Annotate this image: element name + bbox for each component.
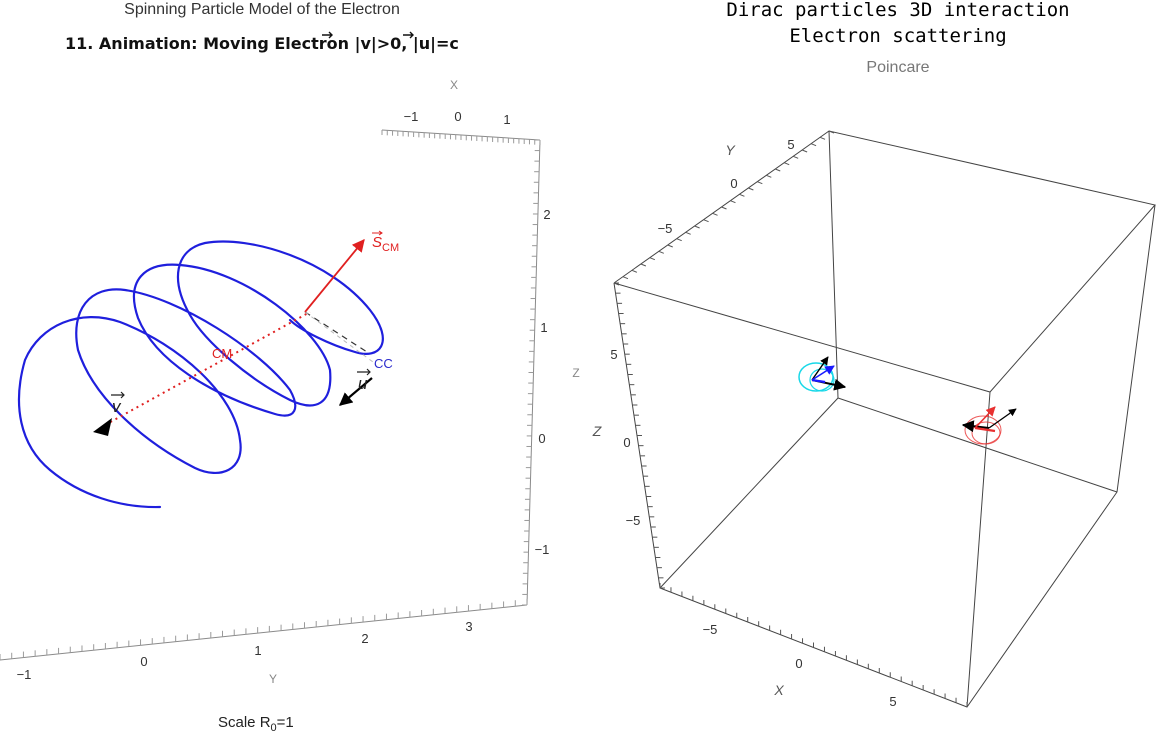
left-y-axis-label: Y xyxy=(269,672,277,686)
left-z-tick: 2 xyxy=(543,207,550,222)
particle-1-spin-arrow xyxy=(811,365,835,381)
particle-2-spin-arrow xyxy=(974,406,996,429)
scale-label: Scale R0=1 xyxy=(218,714,294,732)
particle-1-spin-arrow-2 xyxy=(811,378,826,384)
u-label: u xyxy=(358,374,368,393)
minor-tick xyxy=(622,276,629,280)
electron-helix-trajectory xyxy=(17,240,384,509)
subtitle-u-arrow xyxy=(403,31,414,39)
right-y-axis-label: Y xyxy=(725,142,736,158)
left-subtitle: 11. Animation: Moving Electron |v|>0, |u… xyxy=(65,34,459,54)
spin-vector-label-arrow xyxy=(372,230,383,236)
right-y-tick: −5 xyxy=(658,221,673,236)
right-minor-ticks xyxy=(613,130,968,707)
particle-2 xyxy=(961,406,1017,445)
right-z-tick: −5 xyxy=(626,513,641,528)
minor-tick xyxy=(792,155,799,159)
minor-tick xyxy=(685,231,691,235)
left-y-tick: 2 xyxy=(361,631,368,646)
right-title-line2: Electron scattering xyxy=(789,25,1006,47)
cm-label: CM xyxy=(212,346,232,361)
minor-tick xyxy=(757,181,763,185)
minor-tick xyxy=(828,130,835,134)
minor-tick xyxy=(703,219,709,223)
box-front-edges xyxy=(613,204,1156,708)
v-label: v xyxy=(112,397,122,416)
right-title-line1: Dirac particles 3D interaction xyxy=(726,0,1069,21)
minor-tick xyxy=(712,212,718,216)
subtitle-v-arrow xyxy=(322,31,333,39)
box-inner-edge xyxy=(659,397,839,589)
right-y-tick: 5 xyxy=(787,137,794,152)
left-panel: Spinning Particle Model of the Electron … xyxy=(0,1,580,732)
left-z-axis-label: Z xyxy=(572,366,579,380)
left-bottom-edge xyxy=(0,604,528,661)
particle-1-velocity-arrow xyxy=(811,356,829,381)
minor-tick xyxy=(766,174,772,178)
u-label-arrow xyxy=(357,368,371,376)
minor-tick xyxy=(694,225,700,229)
cc-label: CC xyxy=(374,356,393,371)
left-y-tick: 1 xyxy=(254,643,261,658)
v-velocity-arrowhead xyxy=(93,418,112,436)
minor-tick xyxy=(649,257,656,261)
right-3d-box xyxy=(613,130,1156,708)
minor-tick xyxy=(784,162,790,166)
left-title: Spinning Particle Model of the Electron xyxy=(124,1,400,18)
left-x-axis-label: X xyxy=(450,78,458,92)
left-z-tick: −1 xyxy=(535,542,550,557)
right-x-tick: 0 xyxy=(795,656,802,671)
left-x-tick: 1 xyxy=(503,112,510,127)
minor-tick xyxy=(748,187,754,191)
right-z-axis-label: Z xyxy=(592,423,602,439)
particle-2-velocity-arrow xyxy=(988,408,1017,429)
v-label-arrow xyxy=(111,391,125,399)
minor-tick xyxy=(739,193,745,197)
particle-1 xyxy=(798,356,847,392)
left-x-tick: 0 xyxy=(454,109,461,124)
cc-connector-dashed-2 xyxy=(304,311,374,363)
left-subtitle-u: u xyxy=(419,34,430,53)
left-z-tick: 1 xyxy=(540,320,547,335)
minor-tick xyxy=(640,263,647,267)
minor-tick xyxy=(775,168,781,172)
left-z-tick: 0 xyxy=(538,431,545,446)
minor-tick xyxy=(801,149,808,153)
minor-tick xyxy=(667,244,673,248)
left-axes xyxy=(0,129,541,661)
right-z-tick: 0 xyxy=(623,435,630,450)
spin-vector-label: SCM xyxy=(372,234,399,254)
u-velocity-arrow xyxy=(338,377,373,406)
right-x-axis-label: X xyxy=(773,682,784,698)
cc-connector-dashed xyxy=(304,311,368,353)
left-y-tick: 3 xyxy=(465,619,472,634)
right-z-tick: 5 xyxy=(610,347,617,362)
right-subtitle: Poincare xyxy=(866,59,929,76)
minor-tick xyxy=(676,238,682,242)
right-panel: Dirac particles 3D interaction Electron … xyxy=(592,0,1156,709)
particle-2-spin-arrow-2 xyxy=(974,426,996,433)
left-minor-ticks xyxy=(0,130,541,660)
left-subtitle-v: v xyxy=(360,34,371,53)
left-subtitle-prefix: 11. Animation: Moving Electron | xyxy=(65,34,360,54)
minor-tick xyxy=(810,143,817,147)
right-x-tick: −5 xyxy=(703,622,718,637)
minor-tick xyxy=(658,250,664,254)
minor-tick xyxy=(730,200,736,204)
minor-tick xyxy=(721,206,727,210)
left-y-tick: −1 xyxy=(17,667,32,682)
minor-tick xyxy=(631,269,638,273)
left-subtitle-mid: |>0, | xyxy=(371,34,419,54)
right-x-tick: 5 xyxy=(889,694,896,709)
right-y-tick: 0 xyxy=(730,176,737,191)
minor-tick xyxy=(819,136,826,140)
spin-vector-arrow xyxy=(304,239,365,313)
box-back-edges xyxy=(613,130,1156,493)
particle-2-orbit-inner xyxy=(971,421,1001,445)
left-y-tick: 0 xyxy=(140,654,147,669)
left-subtitle-suffix: |=c xyxy=(430,34,459,54)
left-x-tick: −1 xyxy=(404,109,419,124)
